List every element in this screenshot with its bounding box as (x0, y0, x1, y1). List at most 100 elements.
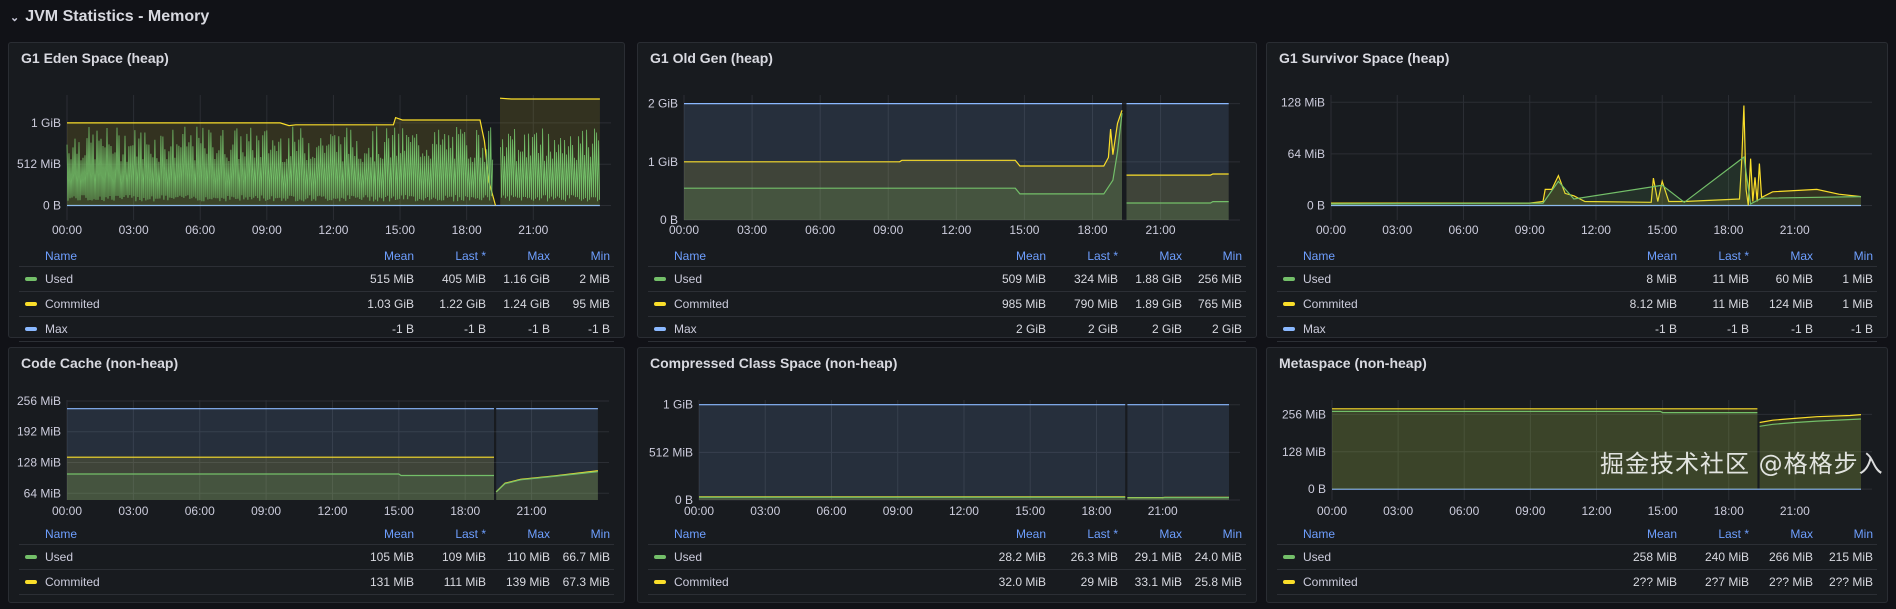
y-tick-label: 512 MiB (649, 445, 693, 459)
legend-header-max[interactable]: Max (1790, 527, 1813, 541)
legend-row-committed[interactable]: Commited 1.03 GiB 1.22 GiB 1.24 GiB 95 M… (19, 292, 614, 317)
series-committed-line[interactable] (1126, 173, 1229, 176)
x-tick-label: 09:00 (252, 223, 282, 237)
x-tick-label: 15:00 (1009, 223, 1039, 237)
legend-row-max[interactable]: Max -1 B -1 B -1 B -1 B (19, 317, 614, 342)
series-committed-line[interactable] (684, 110, 1123, 167)
panel-compressed-class-space-non-heap[interactable]: Compressed Class Space (non-heap) 0 B 512 … (637, 347, 1257, 603)
series-color-swatch (1283, 555, 1295, 559)
legend-row-used[interactable]: Used 8 MiB 11 MiB 60 MiB 1 MiB (1277, 267, 1877, 292)
legend-header-name[interactable]: Name (45, 527, 78, 541)
series-used-area (699, 497, 1126, 500)
legend-row-used[interactable]: Used 258 MiB 240 MiB 266 MiB 215 MiB (1277, 545, 1877, 570)
panel-g1-eden-space-heap[interactable]: G1 Eden Space (heap) 0 B 512 MiB 1 GiB 00:00… (8, 42, 626, 342)
legend-header-min[interactable]: Min (1853, 249, 1873, 263)
legend-row-max[interactable]: Max 2 GiB 2 GiB 2 GiB 2 GiB (648, 317, 1246, 342)
legend-header-min[interactable]: Min (1222, 249, 1242, 263)
legend-max: 33.1 MiB (1134, 575, 1182, 589)
legend-last: 2?7 MiB (1704, 575, 1749, 589)
series-color-swatch (1283, 302, 1295, 306)
panel-code-cache-non-heap[interactable]: Code Cache (non-heap) 64 MiB 128 MiB 192 Mi… (8, 347, 625, 603)
legend-mean: 1.03 GiB (367, 297, 414, 311)
series-committed-line[interactable] (499, 97, 600, 100)
series-committed-area (1126, 174, 1229, 220)
legend-row-used[interactable]: Used 105 MiB 109 MiB 110 MiB 66.7 MiB (19, 545, 614, 570)
legend-header-last[interactable]: Last * (455, 249, 486, 263)
legend-header-max[interactable]: Max (527, 527, 550, 541)
row-header-jvm-memory[interactable]: ⌄ JVM Statistics - Memory (10, 6, 209, 28)
legend-header-max[interactable]: Max (1790, 249, 1813, 263)
legend-row-committed[interactable]: Commited 32.0 MiB 29 MiB 33.1 MiB 25.8 M… (648, 570, 1246, 595)
legend-header-last[interactable]: Last * (1087, 249, 1118, 263)
legend-header-name[interactable]: Name (1303, 249, 1336, 263)
legend-row-committed[interactable]: Commited 2?? MiB 2?7 MiB 2?? MiB 2?? MiB (1277, 570, 1877, 595)
series-color-swatch (25, 327, 37, 331)
series-used-line[interactable] (1330, 156, 1862, 205)
legend-header-max[interactable]: Max (1159, 249, 1182, 263)
series-used-line[interactable] (1126, 201, 1229, 204)
series-used-line[interactable] (66, 126, 494, 202)
legend-row-max[interactable]: Max -1 B -1 B -1 B -1 B (1277, 317, 1877, 342)
time-series-chart[interactable]: 0 B 512 MiB 1 GiB 00:00 03:00 06:00 09:00 12:00… (638, 348, 1258, 525)
time-series-chart[interactable]: 0 B 1 GiB 2 GiB 00:00 03:00 06:00 09:00 12:00 15… (638, 43, 1258, 244)
x-tick-label: 06:00 (1449, 504, 1479, 518)
series-max-area (1126, 103, 1229, 220)
series-committed-line[interactable] (67, 116, 497, 206)
legend-header-min[interactable]: Min (1222, 527, 1242, 541)
legend-header-mean[interactable]: Mean (1015, 527, 1046, 541)
legend-header-mean[interactable]: Mean (1646, 527, 1677, 541)
series-committed-line[interactable] (1331, 105, 1862, 206)
x-tick-label: 09:00 (1515, 223, 1545, 237)
y-tick-label: 64 MiB (1288, 147, 1325, 161)
legend-header-mean[interactable]: Mean (1646, 249, 1677, 263)
legend-row-used[interactable]: Used 28.2 MiB 26.3 MiB 29.1 MiB 24.0 MiB (648, 545, 1246, 570)
x-tick-label: 15:00 (1648, 504, 1678, 518)
legend-row-used[interactable]: Used 509 MiB 324 MiB 1.88 GiB 256 MiB (648, 267, 1246, 292)
time-series-chart[interactable]: 0 B 64 MiB 128 MiB 00:00 03:00 06:00 09:00 12:0… (1267, 43, 1889, 244)
series-used-line[interactable] (495, 471, 598, 493)
legend-header-last[interactable]: Last * (455, 527, 486, 541)
panel-g1-survivor-space-heap[interactable]: G1 Survivor Space (heap) 0 B 64 MiB 128 MiB… (1266, 42, 1889, 342)
legend-min: 1 MiB (1842, 272, 1873, 286)
legend-header-name[interactable]: Name (674, 249, 707, 263)
legend-header-name[interactable]: Name (674, 527, 707, 541)
legend-header-last[interactable]: Last * (1718, 527, 1749, 541)
legend-header-max[interactable]: Max (1159, 527, 1182, 541)
legend-series-name: Used (45, 550, 74, 564)
legend-row-committed[interactable]: Commited 985 MiB 790 MiB 1.89 GiB 765 Mi… (648, 292, 1246, 317)
panel-title: G1 Survivor Space (heap) (1279, 50, 1450, 66)
legend-row-committed[interactable]: Commited 131 MiB 111 MiB 139 MiB 67.3 Mi… (19, 570, 614, 595)
legend-header-max[interactable]: Max (527, 249, 550, 263)
legend-header-mean[interactable]: Mean (1015, 249, 1046, 263)
x-tick-label: 00:00 (1317, 504, 1347, 518)
panel-metaspace-non-heap[interactable]: Metaspace (non-heap) 0 B 128 MiB 256 MiB 00:… (1266, 347, 1888, 603)
panel-g1-old-gen-heap[interactable]: G1 Old Gen (heap) 0 B 1 GiB 2 GiB 00:00 03:00… (637, 42, 1258, 342)
legend-table: Name Mean Last * Max Min Used 105 MiB 10… (19, 524, 614, 595)
legend-row-committed[interactable]: Commited 8.12 MiB 11 MiB 124 MiB 1 MiB (1277, 292, 1877, 317)
legend-header-mean[interactable]: Mean (383, 249, 414, 263)
time-series-chart[interactable]: 0 B 512 MiB 1 GiB 00:00 03:00 06:00 09:00 12:00… (9, 43, 626, 244)
series-used-line[interactable] (500, 128, 600, 202)
legend-header-min[interactable]: Min (590, 527, 610, 541)
legend-header-min[interactable]: Min (1853, 527, 1873, 541)
series-used-area (1759, 419, 1861, 490)
legend-header-last[interactable]: Last * (1087, 527, 1118, 541)
legend-min: 95 MiB (572, 297, 610, 311)
series-max-area (1127, 404, 1229, 500)
time-series-chart[interactable]: 64 MiB 128 MiB 192 MiB 256 MiB 00:00 03:00 06:… (9, 348, 626, 525)
legend-row-used[interactable]: Used 515 MiB 405 MiB 1.16 GiB 2 MiB (19, 267, 614, 292)
x-tick-label: 03:00 (1383, 504, 1413, 518)
legend-header-name[interactable]: Name (1303, 527, 1336, 541)
series-used-line[interactable] (1759, 418, 1862, 427)
series-committed-line[interactable] (1759, 414, 1862, 424)
legend-header-min[interactable]: Min (590, 249, 610, 263)
legend-header-mean[interactable]: Mean (383, 527, 414, 541)
series-used-line[interactable] (67, 473, 494, 477)
x-tick-label: 15:00 (1015, 504, 1045, 518)
series-used-line[interactable] (1332, 410, 1758, 414)
legend-header-last[interactable]: Last * (1718, 249, 1749, 263)
time-series-chart[interactable]: 0 B 128 MiB 256 MiB 00:00 03:00 06:00 09:00 12:… (1267, 348, 1889, 525)
x-tick-label: 12:00 (317, 504, 347, 518)
series-used-line[interactable] (684, 113, 1123, 195)
legend-header-name[interactable]: Name (45, 249, 78, 263)
